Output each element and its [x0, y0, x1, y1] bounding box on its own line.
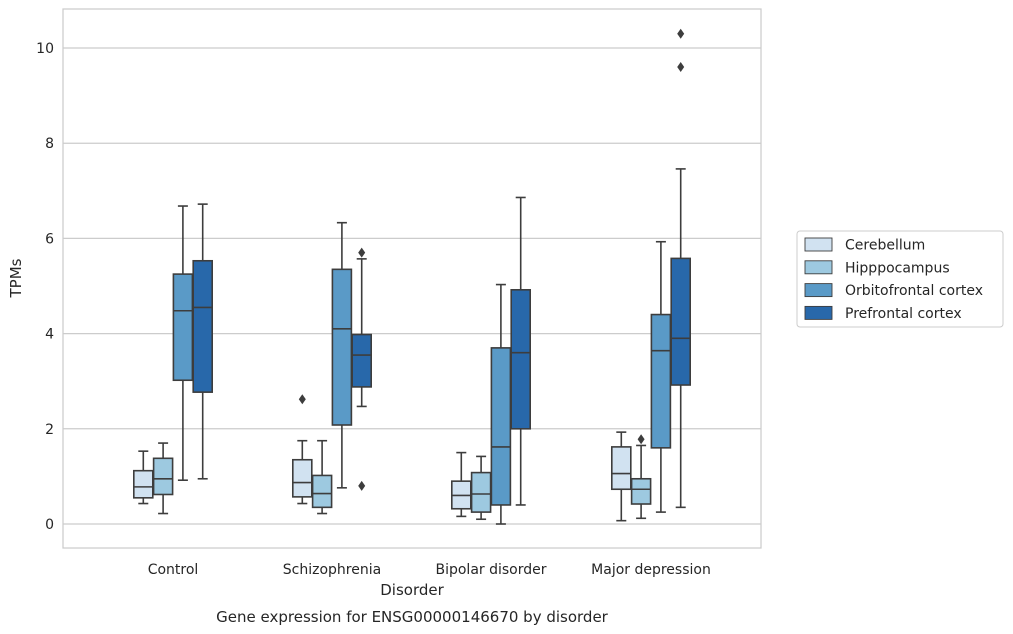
- box-3-1: [351, 247, 373, 491]
- x-axis-label: Disorder: [380, 581, 444, 599]
- box-2-1: [331, 221, 353, 489]
- x-tick-label: Control: [148, 562, 199, 578]
- legend-label: Orbitofrontal cortex: [845, 283, 983, 299]
- box-3-2: [510, 196, 532, 506]
- outlier-point: [677, 62, 685, 73]
- x-tick-labels: Control Schizophrenia Bipolar disorder Majo…: [148, 562, 711, 578]
- outlier-point: [358, 247, 366, 258]
- legend-swatch: [804, 283, 833, 298]
- legend-swatch: [804, 305, 833, 320]
- legend-frame: [796, 230, 1004, 328]
- box-body: [490, 347, 512, 506]
- y-axis-label: TPMs: [7, 258, 25, 298]
- box-body: [670, 257, 692, 386]
- box-0-1: [291, 394, 313, 505]
- box-0-3: [610, 431, 632, 522]
- box-body: [192, 259, 213, 393]
- outlier-point: [637, 434, 645, 445]
- x-tick-label: Bipolar disorder: [435, 562, 546, 578]
- box-body: [172, 273, 194, 382]
- box-body: [510, 289, 532, 430]
- box-body: [133, 469, 154, 499]
- box-2-0: [172, 205, 194, 482]
- y-tick-label: 8: [45, 136, 54, 152]
- outlier-point: [298, 394, 306, 405]
- legend: Cerebellum Hipppocampus Orbitofrontal cort…: [796, 230, 1004, 328]
- box-0-0: [133, 450, 154, 505]
- y-tick-label: 10: [36, 41, 54, 57]
- x-tick-label: Major depression: [591, 562, 711, 578]
- legend-swatch: [804, 260, 833, 275]
- box-body: [291, 458, 313, 498]
- chart-caption: Gene expression for ENSG00000146670 by d…: [216, 608, 609, 626]
- y-tick-label: 0: [45, 517, 54, 533]
- outlier-point: [677, 28, 685, 39]
- y-tick-label: 2: [45, 422, 54, 438]
- legend-label: Prefrontal cortex: [845, 306, 962, 322]
- box-body: [152, 457, 174, 496]
- box-body: [610, 446, 632, 491]
- box-2-2: [490, 283, 512, 525]
- box-1-3: [630, 434, 652, 520]
- box-body: [351, 333, 373, 388]
- box-body: [311, 474, 333, 509]
- legend-swatch: [804, 237, 833, 252]
- box-3-3: [670, 28, 692, 509]
- box-body: [331, 268, 353, 426]
- box-1-0: [152, 442, 174, 515]
- outlier-point: [358, 480, 366, 491]
- plot-frame: [62, 8, 762, 549]
- y-tick-label: 6: [45, 231, 54, 247]
- box-1-1: [311, 439, 333, 515]
- y-tick-labels: 0 2 4 6 8 10: [36, 41, 54, 533]
- legend-label: Cerebellum: [845, 238, 925, 254]
- box-3-0: [192, 203, 213, 480]
- x-tick-label: Schizophrenia: [283, 562, 381, 578]
- boxes: [133, 28, 692, 525]
- y-tick-label: 4: [45, 327, 54, 343]
- box-body: [650, 313, 672, 449]
- box-0-2: [450, 451, 472, 518]
- box-body: [470, 471, 492, 513]
- legend-label: Hipppocampus: [845, 260, 950, 276]
- box-body: [630, 477, 652, 505]
